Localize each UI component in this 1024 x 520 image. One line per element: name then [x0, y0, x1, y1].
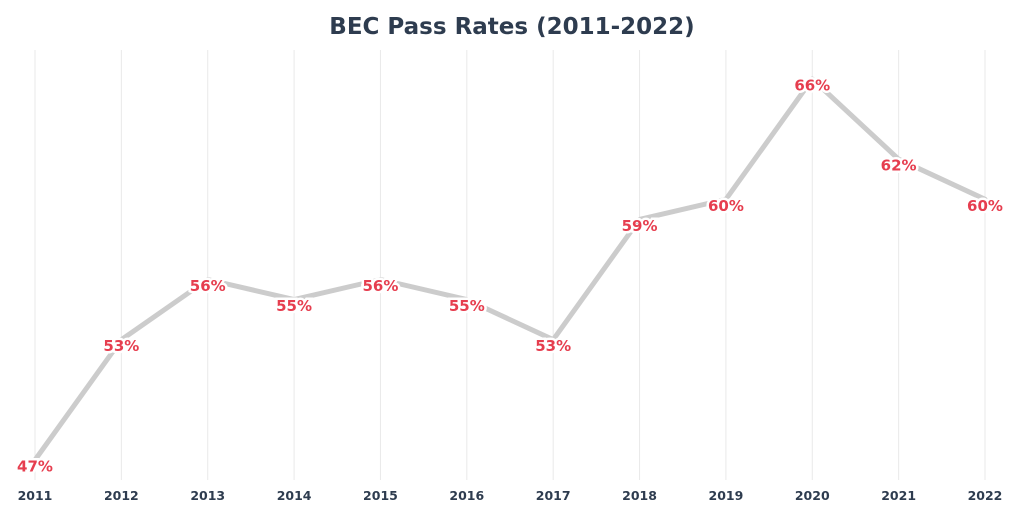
data-labels: 47% 53% 56% 55% 56% 55% 53% 59% 60% 66% 62% 60%	[15, 74, 1006, 478]
x-tick-label-2022: 2022	[968, 488, 1003, 503]
data-label-2014: 55%	[276, 297, 312, 315]
data-label-2019: 60%	[708, 197, 744, 215]
data-label-2018: 59%	[622, 217, 658, 235]
data-label-2015: 56%	[363, 277, 399, 295]
x-tick-label-2020: 2020	[795, 488, 830, 503]
x-tick-label-2018: 2018	[622, 488, 657, 503]
x-axis-tick-labels: 2011 2012 2013 2014 2015 2016 2017 2018 2019 2020…	[18, 488, 1003, 503]
x-tick-label-2014: 2014	[277, 488, 312, 503]
data-label-2013: 56%	[190, 277, 226, 295]
data-label-2021: 62%	[881, 157, 917, 175]
gridlines	[34, 50, 986, 480]
chart-title: BEC Pass Rates (2011-2022)	[329, 14, 695, 40]
x-tick-label-2012: 2012	[104, 488, 139, 503]
x-tick-label-2021: 2021	[881, 488, 916, 503]
x-tick-label-2011: 2011	[18, 488, 53, 503]
series-line	[32, 76, 988, 463]
data-label-2016: 55%	[449, 297, 485, 315]
x-tick-label-2017: 2017	[536, 488, 571, 503]
data-label-2011: 47%	[17, 458, 53, 476]
data-label-2020: 66%	[794, 77, 830, 95]
x-tick-label-2019: 2019	[709, 488, 744, 503]
data-label-2017: 53%	[535, 337, 571, 355]
x-tick-label-2016: 2016	[449, 488, 484, 503]
data-label-2012: 53%	[103, 337, 139, 355]
x-tick-label-2013: 2013	[190, 488, 225, 503]
x-tick-label-2015: 2015	[363, 488, 398, 503]
data-label-2022: 60%	[967, 197, 1003, 215]
